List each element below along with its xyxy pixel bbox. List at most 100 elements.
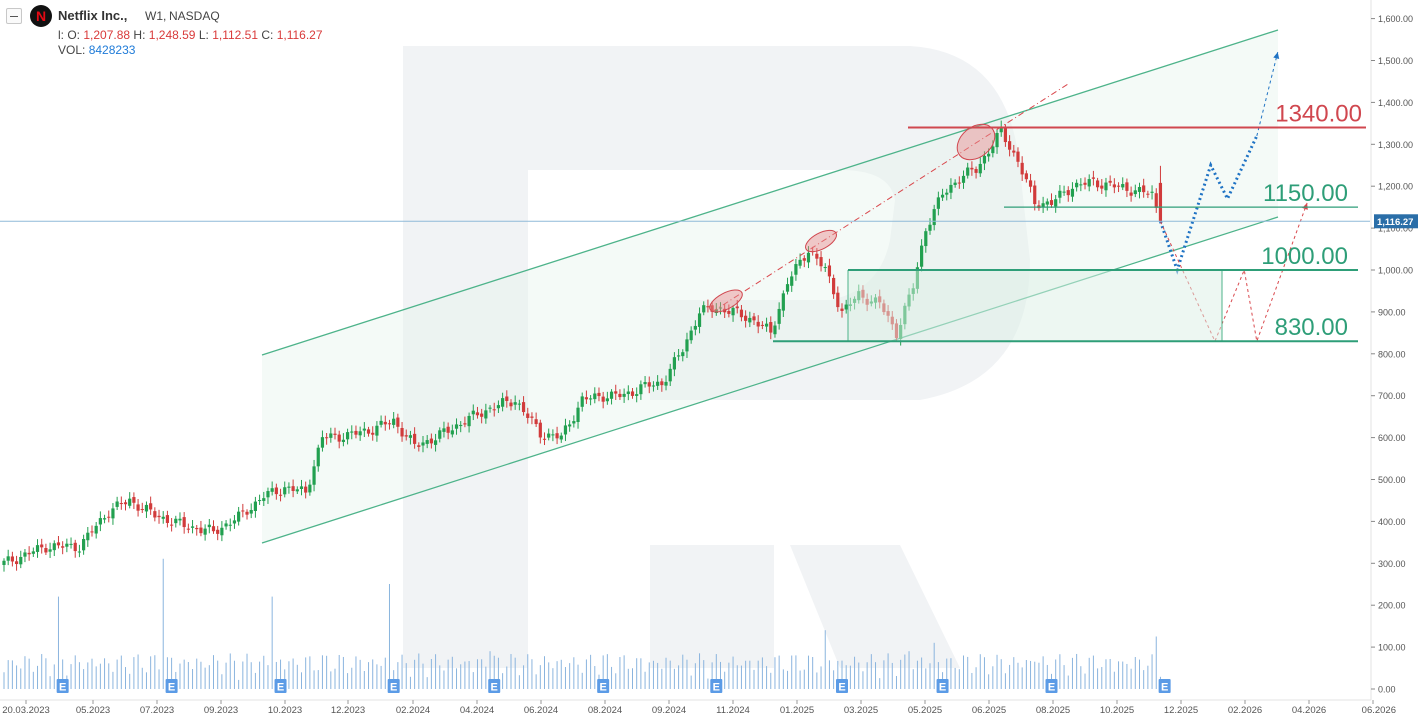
- channel-upper-line[interactable]: [261, 29, 1279, 356]
- forecast-bullish-target-path[interactable]: [1256, 51, 1279, 137]
- candle-body: [1137, 187, 1142, 192]
- candle-body: [639, 384, 643, 395]
- breakout-highlight-ellipse[interactable]: [706, 285, 745, 316]
- candle-body: [1058, 190, 1062, 198]
- ohlc-readout: l: O: 1,207.88 H: 1,248.59 L: 1,112.51 C…: [58, 28, 323, 42]
- candle-body: [291, 486, 295, 491]
- earnings-marker-label: E: [713, 682, 720, 694]
- time-axis-label: 11.2024: [716, 705, 750, 716]
- candle-body: [966, 167, 970, 176]
- price-axis[interactable]: 1,600.00 1,500.00 1,400.00 1,300.00 1,200.00…: [1370, 0, 1418, 700]
- earnings-marker[interactable]: [1045, 679, 1058, 693]
- volume-readout: VOL: 8428233: [58, 43, 135, 57]
- candle-body: [278, 494, 283, 496]
- candle-body: [559, 435, 563, 440]
- earnings-marker[interactable]: [936, 679, 949, 693]
- candle-body: [165, 515, 170, 523]
- candle-body: [1158, 182, 1163, 222]
- candle-body: [1008, 141, 1012, 150]
- candle-body: [475, 412, 480, 416]
- trend-dashdot-line[interactable]: [711, 83, 1069, 313]
- candle-body: [1054, 199, 1058, 207]
- candle-body: [82, 538, 86, 551]
- candle-body: [287, 486, 291, 488]
- earnings-marker[interactable]: [274, 679, 287, 693]
- earnings-marker-label: E: [599, 682, 606, 694]
- candle-body: [341, 439, 345, 442]
- candle-body: [1066, 190, 1070, 196]
- candle-body: [547, 433, 551, 438]
- candle-body: [714, 309, 718, 314]
- time-axis[interactable]: 20.03.2023 05.2023 07.2023 09.2023 10.2023 12…: [0, 699, 1396, 716]
- candle-body: [119, 503, 123, 505]
- ohlc-open-label: l: O:: [58, 28, 81, 42]
- candle-body: [727, 310, 731, 314]
- candle-body: [832, 277, 836, 295]
- forecast-bearish-arrowhead: [1302, 202, 1308, 210]
- earnings-marker[interactable]: [710, 679, 723, 693]
- earnings-marker[interactable]: [165, 679, 178, 693]
- earnings-marker[interactable]: [597, 679, 610, 693]
- candle-body: [999, 127, 1003, 133]
- candle-body: [731, 307, 735, 316]
- forecast-bullish-path[interactable]: [1159, 135, 1259, 275]
- candle-body: [1075, 182, 1079, 188]
- candle-body: [190, 526, 195, 528]
- price-axis-label: 1,400.00: [1378, 98, 1413, 108]
- candle-body: [953, 182, 957, 185]
- candle-body: [1012, 150, 1016, 153]
- candle-body: [333, 433, 337, 435]
- candle-body: [974, 169, 978, 173]
- forecast-paths[interactable]: [1159, 51, 1308, 344]
- candle-body: [961, 175, 966, 183]
- candle-body: [98, 518, 102, 525]
- candle-body: [1150, 191, 1154, 193]
- candle-body: [245, 511, 249, 515]
- price-axis-label: 0.00: [1378, 685, 1396, 695]
- candle-body: [1062, 191, 1066, 193]
- annotations[interactable]: [706, 83, 1069, 317]
- candle-body: [681, 352, 685, 357]
- ohlc-low-value: 1,112.51: [212, 28, 259, 42]
- candle-body: [182, 517, 186, 528]
- price-axis-label: 200.00: [1378, 601, 1406, 611]
- earnings-marker[interactable]: [387, 679, 400, 693]
- earnings-marker[interactable]: [1158, 679, 1171, 693]
- earnings-marker[interactable]: [488, 679, 501, 693]
- candle-body: [358, 431, 362, 436]
- candle-body: [270, 488, 274, 492]
- price-axis-label: 1,600.00: [1378, 14, 1413, 24]
- candle-body: [664, 381, 668, 386]
- volume-value: 8428233: [88, 43, 136, 57]
- time-axis-label: 20.03.2023: [2, 705, 50, 716]
- candle-body: [433, 440, 438, 445]
- level-1000-label: 1000.00: [1261, 243, 1348, 270]
- candle-body: [982, 155, 987, 164]
- symbol-title: Netflix Inc.,: [58, 8, 128, 23]
- ohlc-close-label: C:: [261, 28, 274, 42]
- candle-body: [563, 425, 568, 435]
- price-axis-label: 100.00: [1378, 643, 1406, 653]
- candle-body: [785, 284, 790, 292]
- earnings-marker[interactable]: [836, 679, 848, 693]
- time-axis-label: 12.2023: [331, 705, 365, 716]
- candle-body: [1154, 193, 1158, 208]
- candle-body: [170, 524, 174, 526]
- candle-body: [23, 552, 27, 557]
- earnings-marker-label: E: [491, 682, 498, 694]
- candle-body: [413, 433, 417, 444]
- breakout-highlight-ellipse[interactable]: [802, 226, 840, 256]
- horizontal-levels[interactable]: 1340.00 1150.00 1000.00 830.00: [0, 101, 1370, 343]
- minimize-legend-button[interactable]: [6, 8, 22, 24]
- time-axis-label: 04.2024: [460, 705, 494, 716]
- candle-body: [647, 382, 651, 387]
- candle-body: [237, 511, 241, 522]
- candle-body: [354, 430, 358, 435]
- forecast-bearish-path[interactable]: [1159, 202, 1308, 344]
- candle-body: [488, 407, 492, 409]
- earnings-marker[interactable]: [56, 679, 69, 693]
- time-axis-label: 02.2026: [1228, 705, 1262, 716]
